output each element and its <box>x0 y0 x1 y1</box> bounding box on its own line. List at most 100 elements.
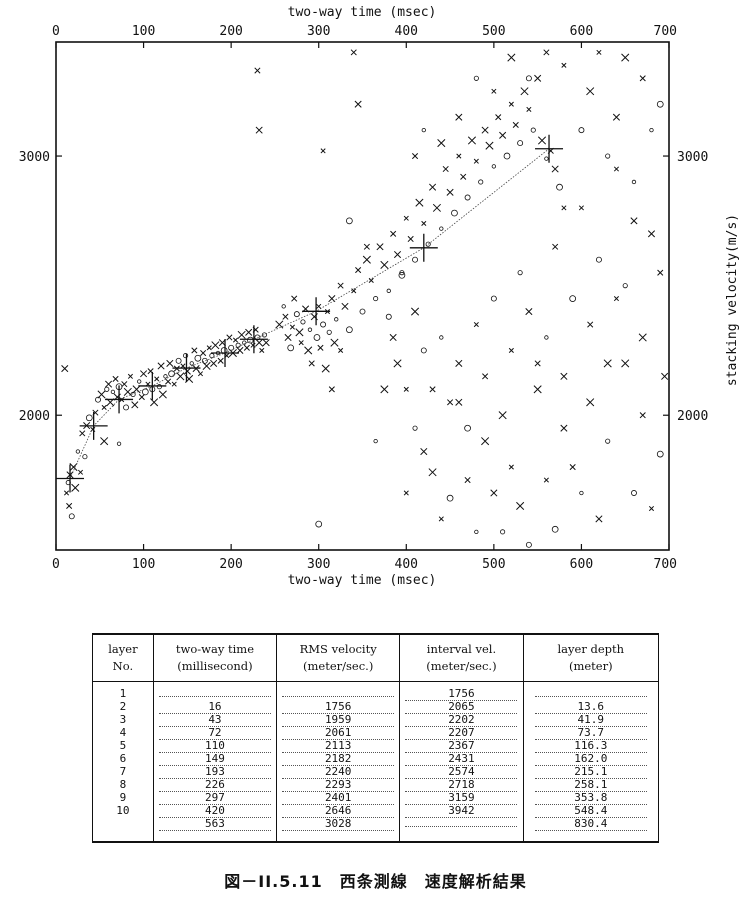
scatter-point-207 <box>638 333 647 342</box>
scatter-point-91 <box>287 344 295 352</box>
scatter-point-88 <box>281 304 286 309</box>
scatter-point-43 <box>168 370 175 378</box>
table-cell <box>522 681 660 701</box>
velocity-table: layer No. two-way time (millisecond) RMS v… <box>92 633 660 843</box>
scatter-point-39 <box>158 390 167 399</box>
scatter-point-101 <box>308 360 315 367</box>
scatter-point-86 <box>262 339 270 347</box>
header-layer-depth: layer depth (meter) <box>522 633 660 682</box>
table-cell-value: 193 <box>158 766 271 779</box>
scatter-point-212 <box>648 505 655 512</box>
scatter-point-162 <box>551 165 559 173</box>
scatter-point-36 <box>154 376 160 382</box>
scatter-point-269 <box>411 152 419 160</box>
table-cell-value: 563 <box>158 818 271 831</box>
scatter-point-27 <box>132 385 141 394</box>
table-cell: 2182 <box>276 753 401 766</box>
table-cell: 41.9 <box>522 714 660 727</box>
scatter-point-183 <box>428 468 437 477</box>
scatter-point-206 <box>630 217 638 225</box>
table-cell: 2061 <box>276 727 401 740</box>
table-cell: 258.1 <box>522 779 660 792</box>
scatter-point-14 <box>104 380 113 388</box>
scatter-point-42 <box>166 359 174 367</box>
scatter-point-165 <box>66 502 73 509</box>
scatter-point-124 <box>386 288 391 293</box>
table-cell-value: 73.7 <box>534 727 647 740</box>
scatter-point-142 <box>464 194 471 201</box>
scatter-point-122 <box>376 243 384 251</box>
scatter-point-116 <box>351 288 357 294</box>
table-cell-value: 2065 <box>405 701 518 714</box>
table-cell-value: 2207 <box>405 727 518 740</box>
scatter-point-24 <box>127 373 133 379</box>
table-cell-value: 2367 <box>405 740 518 753</box>
pick-marker-7 <box>239 325 268 354</box>
scatter-point-160 <box>544 156 549 161</box>
scatter-point-150 <box>499 131 507 139</box>
scatter-point-111 <box>330 338 339 347</box>
table-cell-value: 43 <box>158 714 271 727</box>
scatter-point-141 <box>460 173 467 180</box>
scatter-point-187 <box>464 424 471 432</box>
table-cell-value <box>405 826 518 827</box>
scatter-point-69 <box>226 334 233 341</box>
pick-marker-1 <box>56 464 85 493</box>
scatter-point-53 <box>191 347 198 354</box>
table-cell-value: 13.6 <box>534 701 647 714</box>
scatter-point-226 <box>525 541 532 548</box>
scatter-point-194 <box>525 307 533 316</box>
table-cell-value: 2718 <box>405 779 518 792</box>
table-cell: 43 <box>152 714 278 727</box>
scatter-point-203 <box>603 359 612 368</box>
scatter-point-83 <box>255 338 264 347</box>
y-tick-label-right-0: 2000 <box>677 409 708 424</box>
table-cell: 830.4 <box>522 818 660 843</box>
table-cell-value <box>158 696 271 697</box>
pick-marker-6 <box>211 339 240 368</box>
scatter-point-190 <box>490 295 497 302</box>
scatter-point-37 <box>156 384 162 390</box>
scatter-point-159 <box>537 136 547 145</box>
table-cell <box>92 818 154 843</box>
scatter-point-213 <box>639 412 646 419</box>
scatter-point-152 <box>508 101 514 107</box>
table-cell: 353.8 <box>522 792 660 805</box>
scatter-point-114 <box>341 302 349 310</box>
scatter-points <box>61 49 669 548</box>
scatter-point-217 <box>605 438 611 444</box>
table-cell: 2065 <box>399 701 524 714</box>
scatter-point-210 <box>661 372 669 380</box>
scatter-point-205 <box>622 283 628 289</box>
scatter-point-179 <box>393 359 402 368</box>
scatter-point-103 <box>313 334 321 341</box>
table-cell: 226 <box>152 779 278 792</box>
table-cell: 215.1 <box>522 766 660 779</box>
scatter-point-199 <box>569 295 577 302</box>
scatter-point-227 <box>516 501 525 510</box>
scatter-point-155 <box>520 87 529 96</box>
scatter-point-259 <box>656 100 664 108</box>
x-tick-label-bottom-4: 400 <box>395 557 418 572</box>
scatter-point-75 <box>237 330 246 339</box>
scatter-point-261 <box>543 49 550 56</box>
scatter-point-214 <box>631 490 637 496</box>
table-cell: 1959 <box>276 714 401 727</box>
scatter-point-22 <box>123 404 130 411</box>
scatter-point-123 <box>380 260 389 269</box>
table-cell-value: 2202 <box>405 714 518 727</box>
scatter-point-157 <box>530 127 536 133</box>
scatter-point-120 <box>368 277 374 284</box>
table-cell <box>399 818 524 843</box>
scatter-point-23 <box>123 387 132 396</box>
table-cell-value: 2240 <box>282 766 395 779</box>
scatter-point-144 <box>473 158 479 164</box>
scatter-point-94 <box>293 311 300 318</box>
scatter-point-222 <box>560 424 568 432</box>
table-cell-value: 830.4 <box>534 818 647 831</box>
picked-velocity-markers <box>56 134 564 493</box>
scatter-point-55 <box>194 354 202 362</box>
table-row: 4 72 2061 2207 73.7 <box>92 727 660 740</box>
scatter-point-145 <box>478 179 484 185</box>
table-cell-value: 72 <box>158 727 271 740</box>
